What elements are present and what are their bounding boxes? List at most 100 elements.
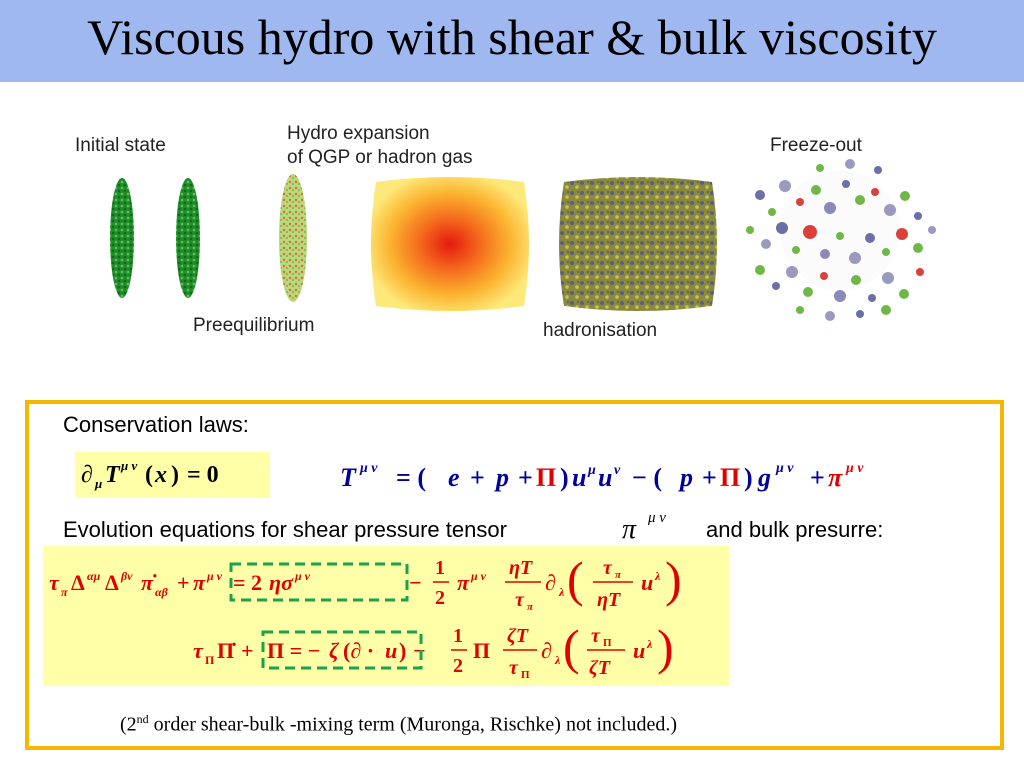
svg-text:T: T bbox=[105, 462, 121, 488]
svg-text:2: 2 bbox=[435, 587, 445, 609]
fireball bbox=[371, 177, 529, 311]
svg-text:= 2: = 2 bbox=[233, 570, 262, 595]
svg-text:+: + bbox=[810, 463, 825, 492]
svg-text:λ: λ bbox=[654, 569, 661, 583]
svg-text:(: ( bbox=[563, 619, 580, 675]
svg-text:): ) bbox=[560, 463, 569, 492]
svg-text:π: π bbox=[622, 514, 637, 545]
svg-text:Δ: Δ bbox=[71, 570, 85, 595]
svg-text:Π: Π bbox=[603, 637, 612, 649]
svg-text:u: u bbox=[598, 463, 612, 492]
svg-text:ζT: ζT bbox=[589, 657, 611, 679]
svg-text:τ: τ bbox=[515, 589, 525, 611]
label-initial-state: Initial state bbox=[75, 135, 166, 156]
svg-text:= 0: = 0 bbox=[187, 462, 219, 488]
svg-text:τ: τ bbox=[603, 557, 613, 579]
svg-text:ηT: ηT bbox=[509, 557, 533, 579]
svg-text:λ: λ bbox=[558, 585, 565, 599]
svg-text:+: + bbox=[518, 463, 533, 492]
svg-text:u: u bbox=[572, 463, 586, 492]
svg-text:e: e bbox=[448, 463, 460, 492]
svg-text:Π: Π bbox=[521, 669, 530, 681]
hadron-gas bbox=[559, 177, 717, 311]
svg-text:ζT: ζT bbox=[507, 625, 529, 647]
pi-tensor-symbol: π μ ν bbox=[622, 510, 666, 545]
svg-text:2: 2 bbox=[453, 655, 463, 677]
svg-text:u: u bbox=[641, 570, 653, 595]
svg-text:= (: = ( bbox=[396, 463, 426, 492]
svg-text:Π: Π bbox=[536, 463, 556, 492]
svg-text:μ ν: μ ν bbox=[470, 569, 487, 583]
svg-text:p: p bbox=[494, 463, 509, 492]
svg-text:λ: λ bbox=[554, 653, 561, 667]
svg-text:ηT: ηT bbox=[597, 589, 621, 611]
label-hydro-expansion-line1: Hydro expansion bbox=[287, 123, 430, 144]
svg-text:): ) bbox=[171, 462, 179, 488]
navier-stokes-shear-box bbox=[229, 562, 409, 602]
svg-text:ησ: ησ bbox=[269, 570, 294, 595]
svg-text:g: g bbox=[757, 463, 771, 492]
label-hydro-expansion-line2: of QGP or hadron gas bbox=[287, 147, 473, 168]
svg-text:−: − bbox=[409, 570, 422, 595]
conservation-equation-box bbox=[75, 452, 270, 498]
svg-text:π̇: π̇ bbox=[141, 570, 157, 595]
label-freeze-out: Freeze-out bbox=[770, 135, 862, 156]
svg-text:∂: ∂ bbox=[81, 462, 93, 488]
svg-text:+: + bbox=[177, 570, 190, 595]
footnote: (2nd order shear-bulk -mixing term (Muro… bbox=[120, 712, 677, 737]
svg-text:(∂ ·: (∂ · bbox=[343, 638, 374, 663]
svg-text:1: 1 bbox=[435, 557, 445, 579]
svg-text:Π: Π bbox=[720, 463, 740, 492]
svg-text:+: + bbox=[702, 463, 717, 492]
svg-text:x: x bbox=[154, 462, 167, 488]
evolution-equations-box bbox=[43, 546, 729, 686]
svg-text:μ ν: μ ν bbox=[359, 461, 378, 476]
svg-text:μ ν: μ ν bbox=[775, 461, 794, 476]
svg-text:(: ( bbox=[567, 551, 584, 607]
svg-text:μ: μ bbox=[94, 476, 102, 491]
svg-text:τ: τ bbox=[509, 657, 519, 679]
slide-title: Viscous hydro with shear & bulk viscosit… bbox=[87, 9, 937, 65]
svg-text:T: T bbox=[340, 463, 357, 492]
svg-text:μ ν: μ ν bbox=[647, 510, 666, 526]
svg-text:λ: λ bbox=[646, 637, 653, 651]
svg-text:Π̇: Π̇ bbox=[217, 638, 236, 663]
navier-stokes-bulk-box bbox=[261, 630, 423, 670]
svg-text:Π: Π bbox=[205, 653, 215, 667]
evolution-equations: τ π Δ αμ Δ βν π̇ αβ + π μ ν = 2 ησ μ ν −… bbox=[49, 551, 682, 681]
svg-text:π: π bbox=[61, 585, 68, 599]
collision-stages-illustration bbox=[110, 159, 936, 321]
svg-text:Π: Π bbox=[473, 638, 490, 663]
svg-text:Δ: Δ bbox=[105, 570, 119, 595]
svg-text:μ ν: μ ν bbox=[294, 569, 311, 583]
svg-text:μ ν: μ ν bbox=[206, 569, 223, 583]
svg-text:τ: τ bbox=[49, 570, 60, 595]
footnote-prefix: (2 bbox=[120, 713, 137, 736]
svg-text:): ) bbox=[744, 463, 753, 492]
evolution-label-before: Evolution equations for shear pressure t… bbox=[63, 517, 507, 542]
label-hadronisation: hadronisation bbox=[543, 320, 658, 341]
svg-text:∂: ∂ bbox=[545, 570, 556, 595]
svg-text:μ: μ bbox=[587, 463, 596, 478]
footnote-sup: nd bbox=[136, 712, 149, 726]
title-bar bbox=[0, 0, 1024, 82]
svg-text:π: π bbox=[527, 601, 534, 613]
freeze-out-particles bbox=[746, 159, 936, 321]
svg-text:(: ( bbox=[145, 462, 153, 488]
svg-text:βν: βν bbox=[120, 569, 133, 583]
svg-text:ν: ν bbox=[614, 463, 621, 478]
conservation-equation: ∂ μ T μ ν ( x ) = 0 bbox=[81, 458, 219, 491]
svg-text:): ) bbox=[657, 619, 674, 675]
nucleus-left bbox=[110, 178, 134, 298]
label-preequilibrium: Preequilibrium bbox=[193, 315, 315, 336]
svg-text:τ: τ bbox=[193, 638, 204, 663]
svg-text:− (: − ( bbox=[632, 463, 662, 492]
energy-momentum-tensor-equation: T μ ν = ( e + p + Π ) u μ u ν − ( p + Π … bbox=[340, 461, 864, 492]
nucleus-right bbox=[176, 178, 200, 298]
svg-text:p: p bbox=[678, 463, 693, 492]
equations-frame bbox=[25, 400, 1004, 750]
preequilibrium-blob bbox=[279, 174, 307, 302]
svg-text:−: − bbox=[413, 638, 426, 663]
svg-text:π: π bbox=[615, 569, 622, 581]
svg-text:+: + bbox=[470, 463, 485, 492]
